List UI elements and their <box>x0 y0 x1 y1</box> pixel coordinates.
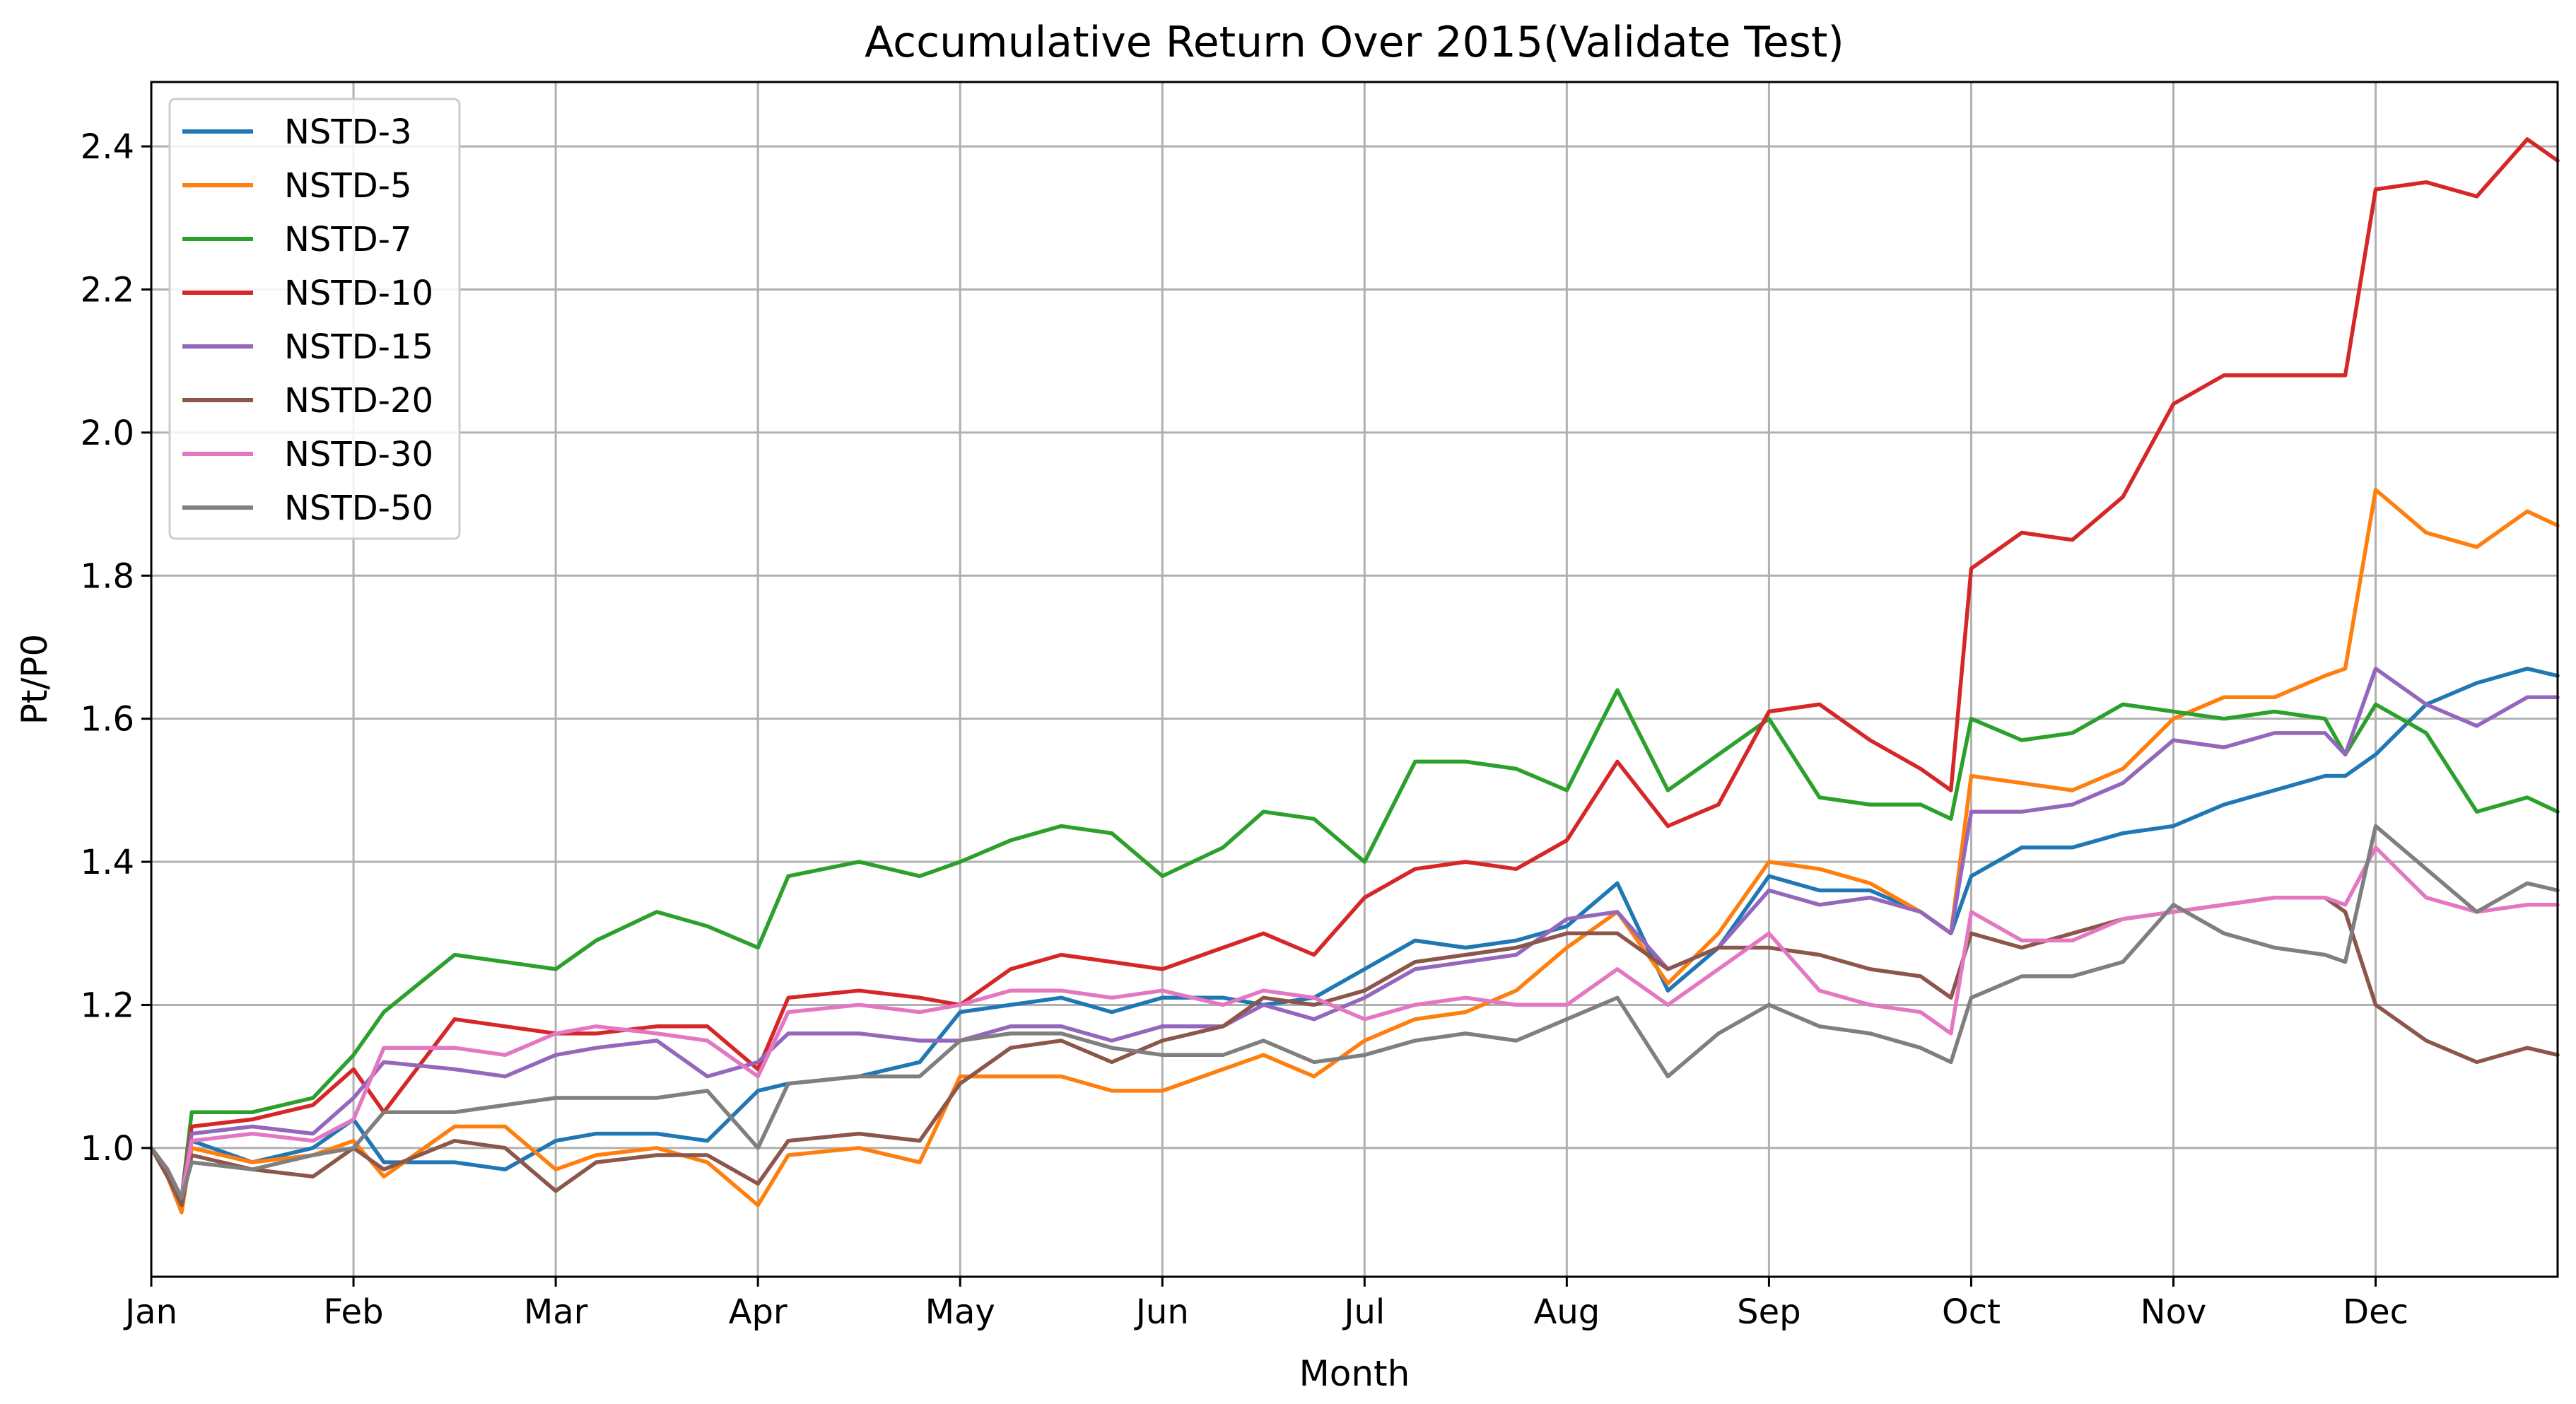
y-tick-label: 2.4 <box>81 127 134 167</box>
x-tick-label: May <box>925 1292 995 1332</box>
legend-label-nstd-30: NSTD-30 <box>284 435 433 474</box>
x-tick-label: Jan <box>123 1292 177 1332</box>
x-tick-label: Aug <box>1533 1292 1600 1332</box>
x-tick-label: Jun <box>1134 1292 1189 1332</box>
series-line-nstd-30 <box>149 846 2560 1200</box>
legend-label-nstd-10: NSTD-10 <box>284 274 433 313</box>
legend-label-nstd-20: NSTD-20 <box>284 381 433 421</box>
legend: NSTD-3 NSTD-5 NSTD-7 NSTD-10 NSTD-15 NSTD-20 N… <box>168 98 461 540</box>
y-tick-label: 1.6 <box>81 700 134 739</box>
y-tick-label: 1.0 <box>81 1129 134 1169</box>
chart-title: Accumulative Return Over 2015(Validate T… <box>865 18 1844 67</box>
legend-label-nstd-3: NSTD-3 <box>284 112 412 152</box>
axis-ticks: Jan Feb Mar Apr May Jun Jul Aug Sep Oct Nov Dec 1.0 1… <box>81 127 2408 1332</box>
y-tick-label: 1.4 <box>81 843 134 882</box>
series-line-nstd-10 <box>149 137 2560 1200</box>
x-tick-label: Jul <box>1342 1292 1385 1332</box>
grid <box>150 82 2558 1277</box>
y-tick-label: 1.8 <box>81 556 134 596</box>
y-tick-label: 1.2 <box>81 985 134 1025</box>
legend-label-nstd-15: NSTD-15 <box>284 327 433 367</box>
y-tick-label: 2.2 <box>81 270 134 310</box>
x-tick-label: Sep <box>1737 1292 1801 1332</box>
legend-box <box>168 98 461 540</box>
x-tick-label: Oct <box>1942 1292 2001 1332</box>
x-tick-label: Dec <box>2343 1292 2408 1332</box>
legend-label-nstd-50: NSTD-50 <box>284 489 433 528</box>
series-line-nstd-5 <box>149 488 2560 1215</box>
x-tick-label: Feb <box>324 1292 384 1332</box>
legend-label-nstd-7: NSTD-7 <box>284 220 412 259</box>
x-tick-label: Mar <box>524 1292 588 1332</box>
y-tick-label: 2.0 <box>81 414 134 453</box>
series-lines <box>149 137 2560 1215</box>
x-tick-label: Nov <box>2141 1292 2207 1332</box>
series-line-nstd-15 <box>149 667 2560 1200</box>
series-line-nstd-7 <box>149 688 2560 1200</box>
series-line-nstd-3 <box>149 667 2560 1207</box>
x-axis-label: Month <box>1299 1353 1410 1394</box>
series-line-nstd-50 <box>149 824 2560 1200</box>
x-tick-label: Apr <box>729 1292 788 1332</box>
y-axis-label: Pt/P0 <box>14 634 55 725</box>
plot-frame <box>150 81 2559 1278</box>
legend-label-nstd-5: NSTD-5 <box>284 166 412 206</box>
